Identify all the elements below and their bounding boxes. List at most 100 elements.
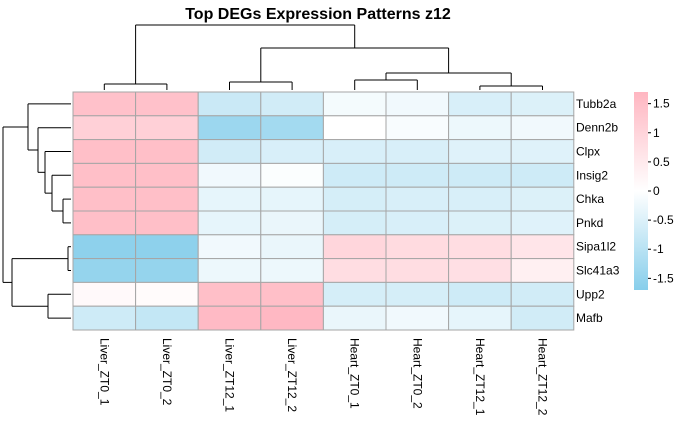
heatmap-cell-pnkd-liver_zt0_1: [72, 210, 137, 236]
heatmap-cell-denn2b-heart_zt12_1: [448, 115, 512, 141]
heatmap-cell-upp2-liver_zt0_1: [72, 281, 137, 307]
heatmap-cell-denn2b-liver_zt0_2: [135, 115, 199, 141]
heatmap-cell-tubb2a-heart_zt12_1: [448, 91, 512, 117]
legend-tick-label-0: 1.5: [653, 97, 670, 111]
row-label-upp2: Upp2: [576, 287, 605, 301]
heatmap-cell-denn2b-heart_zt0_2: [385, 115, 450, 141]
column-labels: Liver_ZT0_1 Liver_ZT0_2 Liver_ZT12_1 Liver_…: [97, 338, 549, 416]
heatmap-cell-sipa1l2-heart_zt12_2: [510, 234, 575, 260]
heatmap-cell-slc41a3-liver_zt12_1: [197, 258, 262, 283]
heatmap-cell-tubb2a-liver_zt12_2: [260, 91, 324, 117]
heatmap-cell-clpx-liver_zt0_1: [72, 139, 137, 164]
heatmap-cell-insig2-liver_zt0_2: [135, 162, 199, 188]
row-label-denn2b: Denn2b: [576, 121, 618, 135]
heatmap-cell-slc41a3-heart_zt0_1: [322, 258, 387, 283]
heatmap-cell-sipa1l2-heart_zt12_1: [448, 234, 512, 260]
heatmap-cell-mafb-liver_zt0_2: [135, 305, 199, 331]
heatmap-cell-pnkd-liver_zt12_1: [197, 210, 262, 236]
legend-tick-label-3: 0: [653, 184, 660, 198]
heatmap-cell-slc41a3-heart_zt0_2: [385, 258, 450, 283]
heatmap-cell-chka-liver_zt12_2: [260, 186, 324, 212]
chart-title: Top DEGs Expression Patterns z12: [185, 6, 451, 23]
legend-tick-label-6: -1.5: [653, 271, 674, 285]
heatmap-cell-slc41a3-liver_zt12_2: [260, 258, 324, 283]
heatmap-cell-mafb-liver_zt12_1: [197, 305, 262, 331]
heatmap-cell-clpx-heart_zt12_2: [510, 139, 575, 164]
heatmap-cell-upp2-heart_zt12_2: [510, 281, 575, 307]
heatmap-cell-denn2b-liver_zt12_2: [260, 115, 324, 141]
column-label-heart_zt0_1: Heart_ZT0_1: [348, 338, 362, 409]
heatmap-cell-tubb2a-liver_zt12_1: [197, 91, 262, 117]
heatmap-cell-pnkd-liver_zt0_2: [135, 210, 199, 236]
heatmap-cell-clpx-liver_zt0_2: [135, 139, 199, 164]
row-label-clpx: Clpx: [576, 145, 600, 159]
heatmap-cell-tubb2a-heart_zt0_1: [322, 91, 387, 117]
heatmap-cell-sipa1l2-heart_zt0_2: [385, 234, 450, 260]
heatmap-cell-denn2b-heart_zt0_1: [322, 115, 387, 141]
heatmap-cell-mafb-liver_zt12_2: [260, 305, 324, 331]
heatmap-cell-sipa1l2-heart_zt0_1: [322, 234, 387, 260]
heatmap-cell-insig2-liver_zt0_1: [72, 162, 137, 188]
heatmap-cell-insig2-heart_zt0_1: [322, 162, 387, 188]
heatmap-cell-mafb-heart_zt0_2: [385, 305, 450, 331]
column-dendrogram: [103, 24, 543, 90]
heatmap-cell-upp2-heart_zt0_2: [385, 281, 450, 307]
heatmap-cell-tubb2a-heart_zt0_2: [385, 91, 450, 117]
heatmap-cell-denn2b-liver_zt0_1: [72, 115, 137, 141]
heatmap-cell-sipa1l2-liver_zt0_2: [135, 234, 199, 260]
column-label-liver_zt12_1: Liver_ZT12_1: [223, 338, 237, 412]
heatmap-cell-insig2-liver_zt12_2: [260, 162, 324, 188]
heatmap-cell-clpx-heart_zt0_2: [385, 139, 450, 164]
heatmap-cell-mafb-heart_zt12_2: [510, 305, 575, 331]
row-label-pnkd: Pnkd: [576, 216, 603, 230]
column-label-liver_zt0_2: Liver_ZT0_2: [160, 338, 174, 406]
legend-tick-label-1: 1: [653, 126, 660, 140]
row-label-chka: Chka: [576, 192, 604, 206]
heatmap-cell-upp2-liver_zt12_1: [197, 281, 262, 307]
legend-tick-label-2: 0.5: [653, 155, 670, 169]
heatmap-cell-mafb-heart_zt12_1: [448, 305, 512, 331]
heatmap-cell-tubb2a-liver_zt0_1: [72, 91, 137, 117]
heatmap-cell-clpx-heart_zt12_1: [448, 139, 512, 164]
heatmap-cell-insig2-heart_zt12_2: [510, 162, 575, 188]
heatmap-cell-chka-liver_zt0_1: [72, 186, 137, 212]
heatmap-cell-denn2b-liver_zt12_1: [197, 115, 262, 141]
row-labels: Tubb2a Denn2b Clpx Insig2 Chka Pnkd Sipa1l2 Slc…: [576, 97, 620, 325]
heatmap-cell-slc41a3-liver_zt0_2: [135, 258, 199, 283]
heatmap-cell-pnkd-heart_zt0_2: [385, 210, 450, 236]
heatmap-cell-chka-liver_zt0_2: [135, 186, 199, 212]
legend-color-bar: [634, 92, 648, 290]
heatmap-cell-mafb-liver_zt0_1: [72, 305, 137, 331]
heatmap-cell-mafb-heart_zt0_1: [322, 305, 387, 331]
legend-tick-label-5: -1: [653, 242, 664, 256]
heatmap-cell-clpx-liver_zt12_2: [260, 139, 324, 164]
heatmap-cell-chka-heart_zt0_2: [385, 186, 450, 212]
heatmap-cell-sipa1l2-liver_zt12_1: [197, 234, 262, 260]
heatmap-cell-clpx-liver_zt12_1: [197, 139, 262, 164]
heatmap-cell-clpx-heart_zt0_1: [322, 139, 387, 164]
row-label-slc41a3: Slc41a3: [576, 264, 620, 278]
heatmap-cell-pnkd-heart_zt12_1: [448, 210, 512, 236]
row-label-tubb2a: Tubb2a: [576, 97, 617, 111]
heatmap-cell-pnkd-heart_zt12_2: [510, 210, 575, 236]
row-dendrogram: [2, 103, 71, 319]
heatmap-cell-pnkd-liver_zt12_2: [260, 210, 324, 236]
heatmap-cell-denn2b-heart_zt12_2: [510, 115, 575, 141]
heatmap-cell-chka-heart_zt12_1: [448, 186, 512, 212]
row-label-insig2: Insig2: [576, 168, 608, 182]
heatmap-cell-tubb2a-liver_zt0_2: [135, 91, 199, 117]
column-label-heart_zt12_1: Heart_ZT12_1: [473, 338, 487, 416]
legend-tick-label-4: -0.5: [653, 213, 674, 227]
column-label-liver_zt12_2: Liver_ZT12_2: [285, 338, 299, 412]
heatmap-cell-chka-heart_zt0_1: [322, 186, 387, 212]
row-label-mafb: Mafb: [576, 311, 603, 325]
heatmap-cell-insig2-heart_zt12_1: [448, 162, 512, 188]
heatmap-cell-pnkd-heart_zt0_1: [322, 210, 387, 236]
color-legend: 1.5 1 0.5 0 -0.5 -1 -1.5: [634, 92, 674, 290]
heatmap-cell-slc41a3-liver_zt0_1: [72, 258, 137, 283]
heatmap-cell-chka-heart_zt12_2: [510, 186, 575, 212]
heatmap-cells: [72, 91, 575, 331]
heatmap-cell-sipa1l2-liver_zt0_1: [72, 234, 137, 260]
row-label-sipa1l2: Sipa1l2: [576, 240, 616, 254]
